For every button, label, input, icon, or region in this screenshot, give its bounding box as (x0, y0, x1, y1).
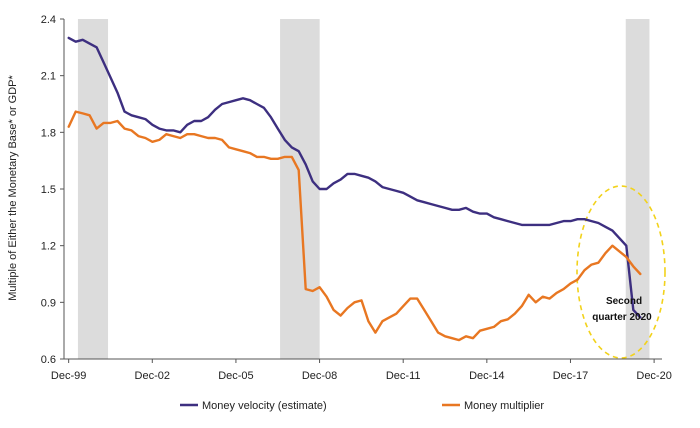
recession-band-1 (77, 19, 109, 359)
y-tick-label: 0.9 (41, 297, 56, 309)
x-tick-label: Dec-08 (302, 370, 337, 382)
y-tick-label: 2.4 (41, 14, 56, 26)
x-tick-label: Dec-05 (218, 370, 253, 382)
y-tick-label: 1.8 (41, 127, 56, 139)
y-tick-label: 0.6 (41, 354, 56, 366)
highlight-ellipse (576, 185, 666, 359)
annotation-line-1: Second (606, 296, 642, 307)
legend-label-multiplier: Money multiplier (464, 400, 544, 412)
y-axis-label: Multiple of Either the Monetary Base* or… (7, 74, 19, 300)
y-tick-label: 2.1 (41, 71, 56, 83)
legend: Money velocity (estimate) Money multipli… (180, 400, 544, 412)
series-lines (67, 36, 642, 342)
x-tick-label: Dec-14 (469, 370, 504, 382)
x-tick-label: Dec-20 (636, 370, 671, 382)
x-tick-label: Dec-02 (135, 370, 170, 382)
y-tick-label: 1.2 (41, 241, 56, 253)
x-tick-label: Dec-99 (51, 370, 86, 382)
x-tick-labels: Dec-99 Dec-02 Dec-05 Dec-08 Dec-11 Dec-14 Dec-… (51, 359, 672, 382)
y-tick-labels: 0.6 0.9 1.2 1.5 1.8 2.1 2.4 (41, 14, 64, 366)
x-tick-label: Dec-17 (553, 370, 588, 382)
y-tick-label: 1.5 (41, 184, 56, 196)
series-line-velocity (67, 36, 642, 319)
recession-band-3 (625, 19, 650, 359)
highlight-ellipse-layer (576, 185, 666, 359)
legend-label-velocity: Money velocity (estimate) (202, 400, 327, 412)
annotation-line-2: quarter 2020 (592, 312, 652, 323)
series-line-multiplier (67, 110, 642, 342)
x-tick-label: Dec-11 (386, 370, 421, 382)
